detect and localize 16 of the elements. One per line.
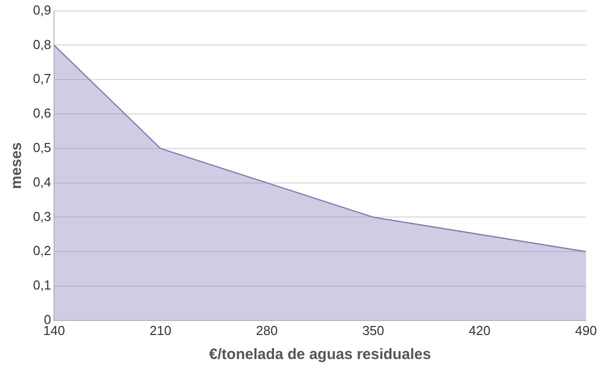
x-tick-label: 210 <box>150 322 172 338</box>
y-tick-label: 0,9 <box>32 2 52 18</box>
x-tick-label: 350 <box>362 322 384 338</box>
y-axis-title: meses <box>8 142 26 189</box>
y-tick-label: 0,1 <box>32 278 52 293</box>
y-tick-label: 0,7 <box>32 71 52 86</box>
x-tick-label: 420 <box>468 322 490 338</box>
y-tick-label: 0,4 <box>32 174 52 190</box>
y-tick-label: 0,5 <box>32 140 52 155</box>
y-tick-label: 0,3 <box>32 208 52 224</box>
x-tick-label: 490 <box>575 322 597 338</box>
y-tick-label: 0,2 <box>32 243 52 258</box>
y-tick-label: 0,8 <box>32 36 52 52</box>
x-tick-label: 280 <box>256 322 278 338</box>
x-axis-title: €/tonelada de aguas residuales <box>209 346 431 364</box>
y-tick-label: 0,6 <box>32 106 52 121</box>
